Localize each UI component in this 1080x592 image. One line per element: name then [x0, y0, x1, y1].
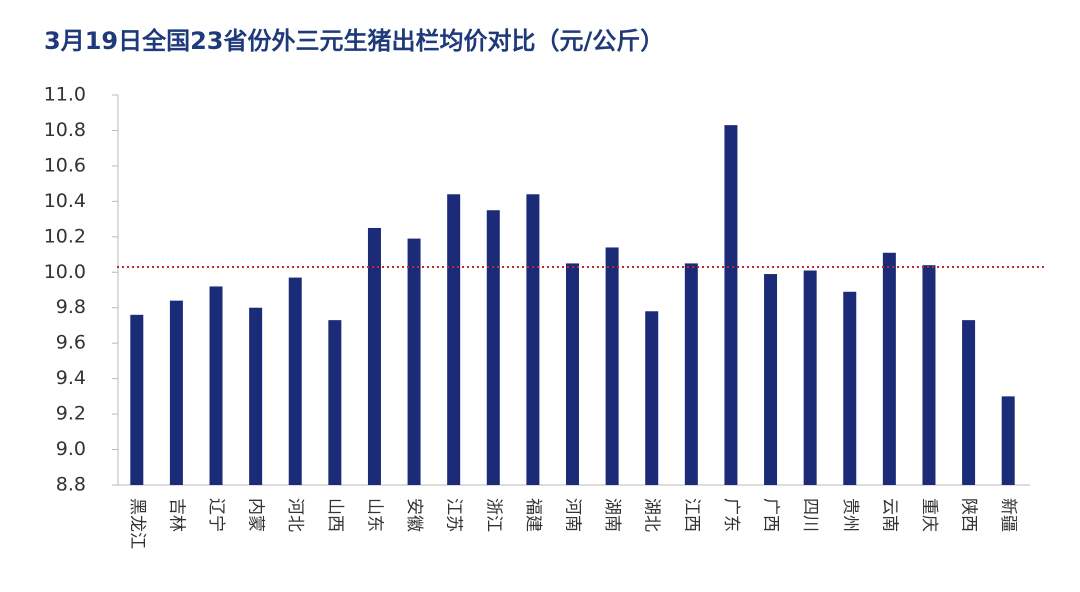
- x-tick-label: 新疆: [998, 498, 1018, 532]
- y-tick-label: 9.0: [56, 438, 86, 460]
- bar: [605, 247, 619, 485]
- y-tick-label: 10.2: [44, 225, 86, 247]
- bar: [130, 314, 144, 485]
- bar: [803, 270, 817, 485]
- x-tick-label: 山东: [364, 498, 384, 532]
- y-tick-label: 11.0: [44, 84, 86, 106]
- x-tick-label: 江苏: [444, 498, 464, 532]
- x-tick-label: 河北: [285, 498, 305, 532]
- bar: [249, 307, 263, 485]
- x-tick-label: 黑龙江: [127, 498, 147, 549]
- bar: [169, 300, 183, 485]
- x-tick-label: 陕西: [959, 498, 979, 532]
- bar: [724, 125, 738, 486]
- bar: [328, 320, 342, 485]
- x-tick-label: 重庆: [919, 498, 939, 532]
- bar: [684, 263, 698, 485]
- bar: [526, 194, 540, 486]
- bar: [288, 277, 302, 485]
- x-tick-label: 内蒙: [246, 498, 266, 532]
- y-tick-label: 10.4: [44, 190, 86, 212]
- x-tick-label: 山西: [325, 498, 345, 532]
- bar: [1001, 396, 1015, 485]
- x-tick-label: 福建: [523, 498, 543, 532]
- y-tick-label: 8.8: [56, 474, 86, 496]
- bar: [367, 227, 381, 486]
- bar: [843, 291, 857, 485]
- bar: [962, 320, 976, 485]
- x-tick-label: 江西: [681, 498, 701, 532]
- x-tick-label: 湖北: [642, 498, 662, 532]
- bar: [209, 286, 223, 485]
- x-tick-label: 湖南: [602, 498, 622, 532]
- bar: [922, 265, 936, 485]
- x-tick-label: 广东: [721, 498, 741, 532]
- chart-title: 3月19日全国23省份外三元生猪出栏均价对比（元/公斤）: [44, 27, 664, 55]
- x-tick-label: 四川: [800, 498, 820, 532]
- bar: [645, 311, 659, 485]
- bar: [447, 194, 461, 486]
- x-tick-label: 吉林: [166, 498, 186, 532]
- x-tick-label: 云南: [879, 498, 899, 532]
- y-tick-label: 9.2: [56, 403, 86, 425]
- y-tick-label: 10.6: [44, 154, 86, 176]
- bar: [407, 238, 421, 485]
- y-tick-label: 10.8: [44, 119, 86, 141]
- bar: [764, 274, 778, 485]
- y-tick-label: 9.4: [56, 367, 86, 389]
- x-tick-label: 辽宁: [206, 498, 226, 532]
- bar: [882, 252, 896, 485]
- x-tick-label: 贵州: [840, 498, 860, 532]
- x-tick-label: 浙江: [483, 498, 503, 532]
- x-tick-label: 河南: [563, 498, 583, 532]
- bar: [566, 263, 579, 485]
- bar: [486, 210, 500, 485]
- x-tick-label: 广西: [761, 498, 781, 532]
- y-tick-label: 9.8: [56, 296, 86, 318]
- y-tick-label: 9.6: [56, 332, 86, 354]
- x-tick-label: 安徽: [404, 498, 424, 532]
- y-tick-label: 10.0: [44, 261, 86, 283]
